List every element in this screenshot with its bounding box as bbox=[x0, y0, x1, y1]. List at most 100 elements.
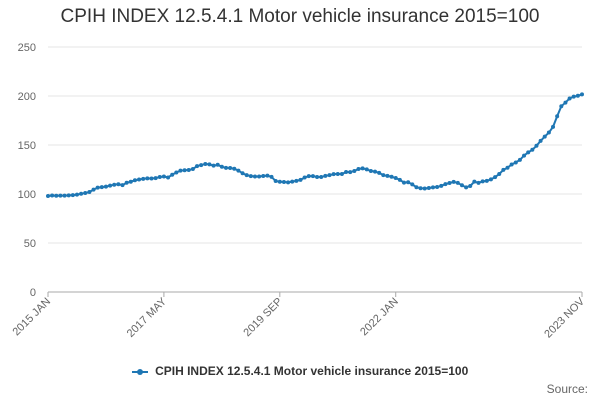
data-point[interactable] bbox=[468, 183, 473, 188]
data-point[interactable] bbox=[137, 177, 142, 182]
data-point[interactable] bbox=[290, 179, 295, 184]
data-point[interactable] bbox=[538, 138, 543, 143]
data-point[interactable] bbox=[339, 172, 344, 177]
data-point[interactable] bbox=[368, 168, 373, 173]
data-point[interactable] bbox=[99, 185, 104, 190]
data-point[interactable] bbox=[302, 175, 307, 180]
data-point[interactable] bbox=[108, 183, 113, 188]
data-point[interactable] bbox=[451, 179, 456, 184]
data-point[interactable] bbox=[269, 174, 274, 179]
data-point[interactable] bbox=[563, 100, 568, 105]
data-point[interactable] bbox=[219, 164, 224, 169]
data-point[interactable] bbox=[377, 170, 382, 175]
data-point[interactable] bbox=[459, 183, 464, 188]
data-point[interactable] bbox=[551, 124, 556, 129]
data-point[interactable] bbox=[281, 180, 286, 185]
data-point[interactable] bbox=[555, 114, 560, 119]
data-point[interactable] bbox=[286, 180, 291, 185]
data-point[interactable] bbox=[439, 183, 444, 188]
data-point[interactable] bbox=[522, 153, 527, 158]
data-point[interactable] bbox=[310, 174, 315, 179]
data-point[interactable] bbox=[360, 166, 365, 171]
data-point[interactable] bbox=[170, 172, 175, 177]
data-point[interactable] bbox=[157, 174, 162, 179]
data-point[interactable] bbox=[430, 185, 435, 190]
data-point[interactable] bbox=[364, 167, 369, 172]
data-point[interactable] bbox=[166, 175, 171, 180]
data-point[interactable] bbox=[575, 93, 580, 98]
data-point[interactable] bbox=[488, 177, 493, 182]
data-point[interactable] bbox=[120, 183, 125, 188]
data-point[interactable] bbox=[422, 186, 427, 191]
data-point[interactable] bbox=[294, 178, 299, 183]
legend[interactable]: CPIH INDEX 12.5.4.1 Motor vehicle insura… bbox=[0, 364, 600, 378]
data-point[interactable] bbox=[530, 147, 535, 152]
data-point[interactable] bbox=[464, 185, 469, 190]
data-point[interactable] bbox=[103, 184, 108, 189]
data-point[interactable] bbox=[112, 182, 117, 187]
data-point[interactable] bbox=[232, 166, 237, 171]
data-point[interactable] bbox=[95, 185, 100, 190]
data-point[interactable] bbox=[257, 174, 262, 179]
data-point[interactable] bbox=[389, 174, 394, 179]
data-point[interactable] bbox=[418, 186, 423, 191]
data-point[interactable] bbox=[542, 134, 547, 139]
data-point[interactable] bbox=[240, 171, 245, 176]
data-point[interactable] bbox=[54, 193, 59, 198]
data-point[interactable] bbox=[207, 162, 212, 167]
data-point[interactable] bbox=[203, 162, 208, 167]
data-point[interactable] bbox=[79, 191, 84, 196]
data-point[interactable] bbox=[228, 166, 233, 171]
data-point[interactable] bbox=[546, 130, 551, 135]
data-point[interactable] bbox=[323, 173, 328, 178]
data-point[interactable] bbox=[410, 182, 415, 187]
data-point[interactable] bbox=[414, 185, 419, 190]
data-point[interactable] bbox=[87, 190, 92, 195]
data-point[interactable] bbox=[517, 157, 522, 162]
data-point[interactable] bbox=[331, 172, 336, 177]
data-point[interactable] bbox=[455, 180, 460, 185]
data-point[interactable] bbox=[252, 174, 257, 179]
data-point[interactable] bbox=[149, 176, 154, 181]
data-point[interactable] bbox=[505, 165, 510, 170]
data-point[interactable] bbox=[385, 173, 390, 178]
data-point[interactable] bbox=[567, 96, 572, 101]
data-point[interactable] bbox=[83, 191, 88, 196]
data-point[interactable] bbox=[327, 173, 332, 178]
data-point[interactable] bbox=[426, 186, 431, 191]
data-point[interactable] bbox=[58, 193, 63, 198]
data-point[interactable] bbox=[397, 177, 402, 182]
data-point[interactable] bbox=[402, 180, 406, 185]
data-point[interactable] bbox=[182, 168, 187, 173]
data-point[interactable] bbox=[70, 193, 75, 198]
data-point[interactable] bbox=[190, 167, 195, 172]
data-point[interactable] bbox=[493, 175, 498, 180]
data-point[interactable] bbox=[571, 94, 576, 99]
data-point[interactable] bbox=[261, 173, 266, 178]
data-point[interactable] bbox=[50, 193, 55, 198]
data-point[interactable] bbox=[124, 180, 129, 185]
data-point[interactable] bbox=[244, 173, 249, 178]
data-point[interactable] bbox=[161, 174, 166, 179]
data-point[interactable] bbox=[74, 192, 79, 197]
data-point[interactable] bbox=[141, 176, 146, 181]
data-point[interactable] bbox=[472, 179, 477, 184]
data-point[interactable] bbox=[306, 174, 311, 179]
data-point[interactable] bbox=[348, 170, 353, 175]
data-point[interactable] bbox=[356, 167, 361, 172]
data-point[interactable] bbox=[559, 104, 564, 109]
data-point[interactable] bbox=[484, 178, 489, 183]
data-point[interactable] bbox=[132, 178, 137, 183]
data-point[interactable] bbox=[298, 177, 303, 182]
data-point[interactable] bbox=[66, 193, 71, 198]
data-point[interactable] bbox=[319, 175, 324, 180]
data-point[interactable] bbox=[265, 173, 270, 178]
data-point[interactable] bbox=[215, 162, 220, 167]
data-point[interactable] bbox=[91, 187, 96, 192]
data-point[interactable] bbox=[534, 143, 539, 148]
data-point[interactable] bbox=[236, 168, 241, 173]
data-point[interactable] bbox=[335, 172, 340, 177]
data-point[interactable] bbox=[224, 165, 228, 170]
data-point[interactable] bbox=[497, 172, 502, 177]
data-point[interactable] bbox=[128, 179, 133, 184]
